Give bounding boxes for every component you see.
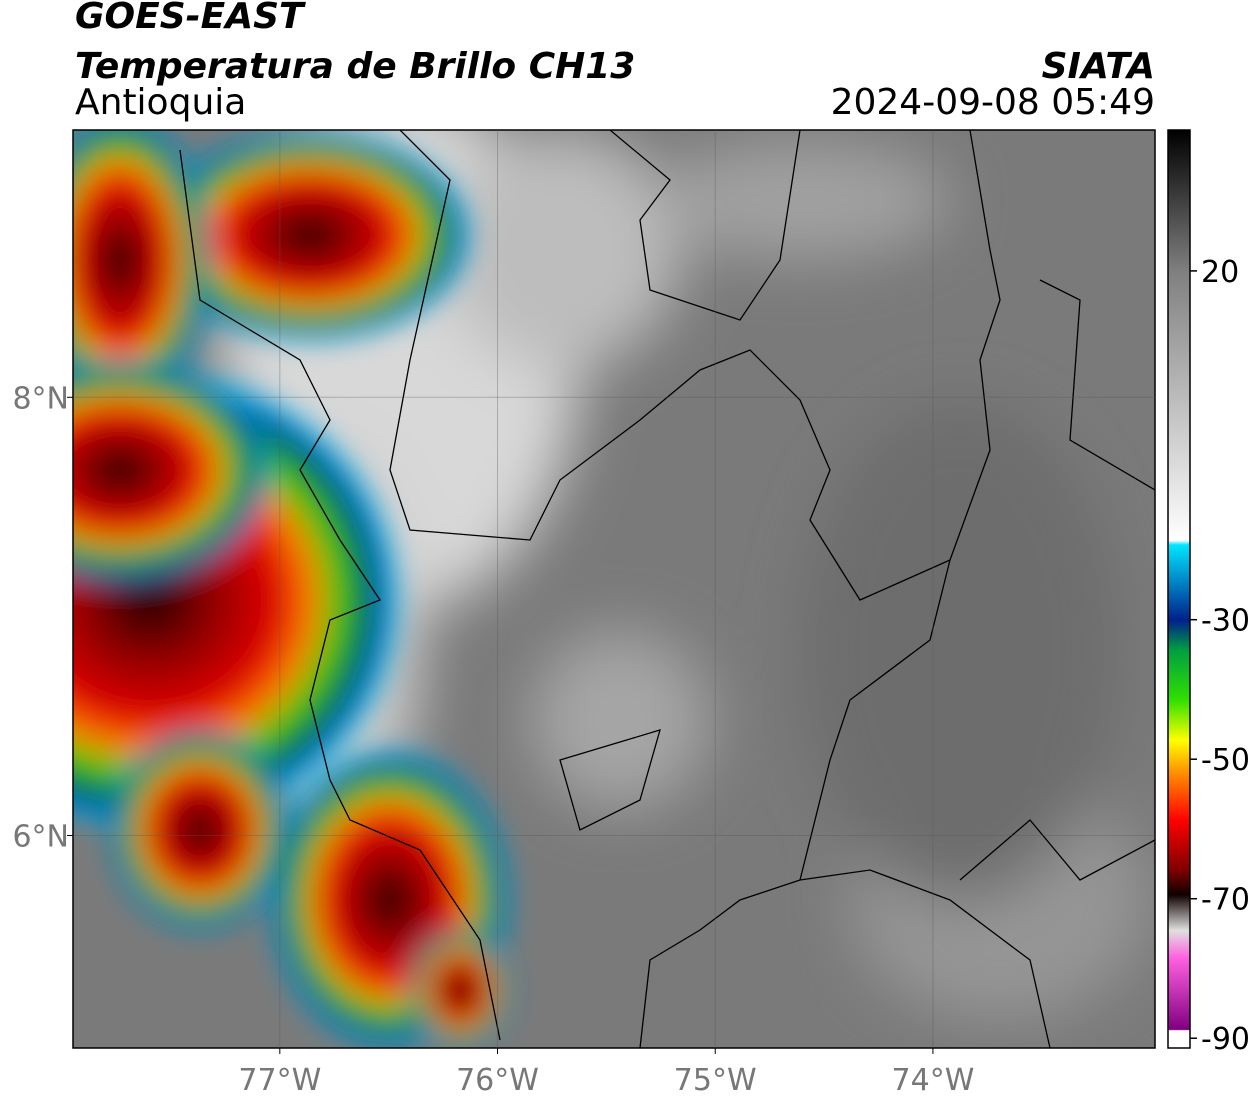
agency: SIATA bbox=[1042, 46, 1155, 87]
colorbar-tick-label: -70 bbox=[1201, 883, 1250, 918]
x-tick-label: 76°W bbox=[456, 1063, 539, 1098]
colorbar-tick-label: -30 bbox=[1201, 604, 1250, 639]
y-tick-label: 6°N bbox=[12, 819, 69, 854]
colorbar bbox=[1167, 129, 1191, 1049]
x-tick-label: 75°W bbox=[674, 1063, 757, 1098]
satellite-image bbox=[73, 130, 1155, 1048]
colorbar-tick-label: 20 bbox=[1201, 255, 1239, 290]
region: Antioquia bbox=[75, 82, 246, 123]
map-frame bbox=[72, 129, 1156, 1049]
title: GOES-EAST bbox=[75, 0, 306, 37]
colorbar-tick-label: -90 bbox=[1201, 1022, 1250, 1057]
x-tick-label: 74°W bbox=[892, 1063, 975, 1098]
x-tick-label: 77°W bbox=[238, 1063, 321, 1098]
y-tick-label: 8°N bbox=[12, 381, 69, 416]
colorbar-tick-label: -50 bbox=[1201, 743, 1250, 778]
subtitle: Temperatura de Brillo CH13 bbox=[75, 46, 635, 87]
datetime: 2024-09-08 05:49 bbox=[831, 82, 1155, 123]
